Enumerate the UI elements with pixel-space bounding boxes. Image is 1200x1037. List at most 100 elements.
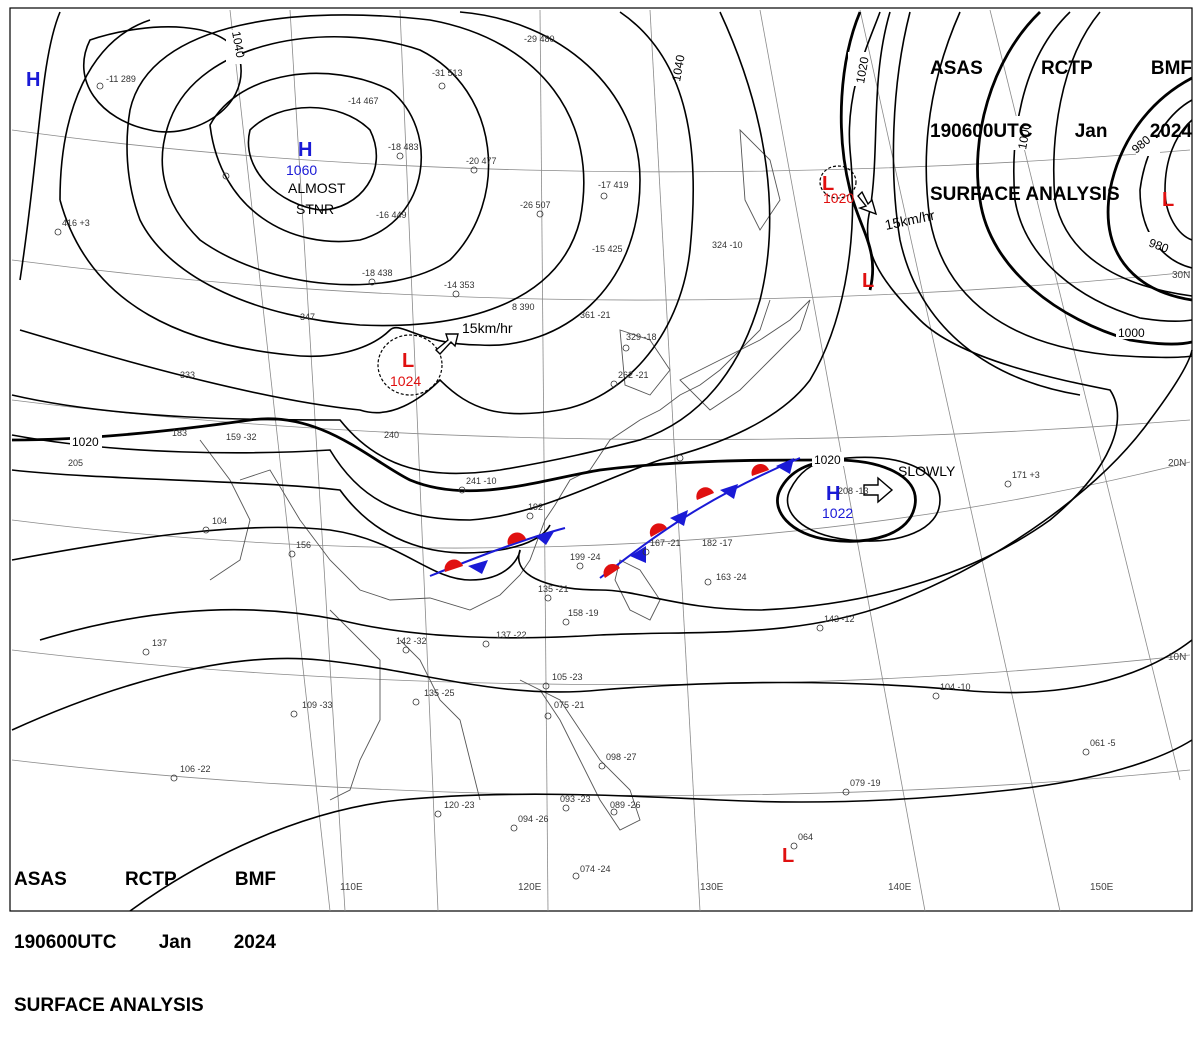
station-plot: 137 -22 xyxy=(496,630,527,640)
longitude-label: 110E xyxy=(340,882,363,893)
station-plot: 105 -23 xyxy=(552,672,583,682)
isobar-label: 1020 xyxy=(814,453,841,467)
station-plot: 333 xyxy=(180,370,195,380)
station-plot: 240 xyxy=(384,430,399,440)
station-plot: 171 +3 xyxy=(1012,470,1040,480)
lon-line-110e xyxy=(289,9,346,912)
cold-front-marker xyxy=(535,530,555,545)
lat-line-30n xyxy=(11,259,1191,301)
station-plot: 324 -10 xyxy=(712,240,743,250)
cold-front-marker xyxy=(776,458,794,474)
stationary-front xyxy=(429,457,801,579)
header-agency: ASAS xyxy=(14,869,67,890)
low-pressure-value: 1020 xyxy=(823,190,854,206)
isobar-labels: 1040 1040 1020 1020 1020 1000 1000 980 9… xyxy=(70,30,1172,467)
station-plot: 262 -21 xyxy=(618,370,649,380)
isobar-1004-east xyxy=(925,11,1193,359)
station-plot: 192 xyxy=(528,502,543,512)
isobar-label: 980 xyxy=(1147,236,1171,256)
center-note: ALMOST xyxy=(288,180,346,196)
lon-line-115e xyxy=(399,9,439,912)
station-plot: 135 -25 xyxy=(424,688,455,698)
station-plot: -20 477 xyxy=(466,156,497,166)
station-plot: 182 -17 xyxy=(702,538,733,548)
station-plot: -11 289 xyxy=(106,74,136,84)
low-1024-ring xyxy=(377,334,443,396)
station-plot: 208 -13 xyxy=(838,486,869,496)
station-plot: 093 -23 xyxy=(560,794,591,804)
isobar-label: 1000 xyxy=(1015,121,1033,150)
station-plot: 135 -21 xyxy=(538,584,569,594)
header-office: BMF xyxy=(234,869,276,890)
isobar-1040 xyxy=(59,11,641,358)
isobar-1020-north xyxy=(11,417,821,493)
low-pressure-value: 1024 xyxy=(390,373,421,389)
movement-label: 15km/hr xyxy=(462,320,513,336)
movement-label: 15km/hr xyxy=(883,207,936,233)
station-plot: -31 513 xyxy=(432,68,463,78)
isobar-1052 xyxy=(161,35,490,286)
station-plots: -11 289 -14 467 -18 483 -31 513 -29 480 … xyxy=(62,34,1116,874)
station-plot: -26 507 xyxy=(520,200,551,210)
station-plot: 143 -12 xyxy=(824,614,855,624)
isobar-1020-east xyxy=(839,11,875,291)
coastlines xyxy=(199,128,811,831)
latitude-label: 10N xyxy=(1168,652,1186,663)
station-plot: -17 419 xyxy=(598,180,629,190)
station-plot: 241 -10 xyxy=(466,476,497,486)
isobar-988-east xyxy=(1053,11,1193,297)
station-plot: 064 xyxy=(798,832,813,842)
isobar-976-east xyxy=(1139,99,1193,269)
low-1020-ring xyxy=(819,165,857,199)
isobar-label: 1040 xyxy=(229,30,247,59)
station-plot: -16 449 xyxy=(376,210,407,220)
station-plot: 120 -23 xyxy=(444,800,475,810)
station-plot: 074 -24 xyxy=(580,864,611,874)
low-rings xyxy=(377,165,857,396)
station-plot: -14 353 xyxy=(444,280,475,290)
longitude-label: 120E xyxy=(518,882,542,893)
lat-line-25n xyxy=(11,399,1191,440)
center-note: STNR xyxy=(296,201,334,217)
indochina-coast xyxy=(329,609,381,801)
high-center-symbol: H xyxy=(826,483,840,505)
warm-front-marker xyxy=(696,487,714,500)
header-month: Jan xyxy=(1074,121,1108,142)
header-time: 190600UTC xyxy=(14,932,117,953)
longitude-label: 150E xyxy=(1090,882,1114,893)
latitude-label: 20N xyxy=(1168,458,1186,469)
cold-front-marker xyxy=(630,546,646,563)
station-plot: 104 -10 xyxy=(940,682,971,692)
arrow-low-1024 xyxy=(434,333,459,356)
korea-peninsula xyxy=(619,329,671,396)
low-center-symbol: L xyxy=(402,350,414,372)
high-pressure-value: 1060 xyxy=(286,162,317,178)
isobar-1020-high-ring xyxy=(776,458,917,543)
isobar-1008-east xyxy=(892,11,1081,396)
warm-front-marker xyxy=(507,532,526,545)
high-center-symbol: H xyxy=(298,139,312,161)
station-plot: 137 xyxy=(152,638,167,648)
station-plot: 205 xyxy=(68,458,83,468)
isobar-nw-high xyxy=(82,26,242,133)
station-plot: -18 483 xyxy=(388,142,419,152)
arrow-high-1022 xyxy=(863,476,894,504)
station-plot: 094 -26 xyxy=(518,814,549,824)
low-center-symbol: L xyxy=(862,270,874,292)
station-plot: 106 -22 xyxy=(180,764,211,774)
cold-front-marker xyxy=(720,484,738,499)
station-plot: 158 -19 xyxy=(568,608,599,618)
header-title: SURFACE ANALYSIS xyxy=(930,184,1120,205)
station-plot: -29 480 xyxy=(524,34,555,44)
isobar-1036 xyxy=(19,11,695,415)
station-plot: 109 -33 xyxy=(302,700,333,710)
warm-front-marker xyxy=(751,463,769,476)
low-center-symbol: L xyxy=(1162,189,1174,211)
isobar-1060-inner xyxy=(247,106,378,211)
header-station: RCTP xyxy=(1040,58,1093,79)
station-circles xyxy=(54,82,1090,880)
station-plot: 329 -18 xyxy=(626,332,657,342)
header-time: 190600UTC xyxy=(930,121,1033,142)
isobar-1056 xyxy=(209,72,422,243)
isobar-label: 1040 xyxy=(669,53,687,82)
